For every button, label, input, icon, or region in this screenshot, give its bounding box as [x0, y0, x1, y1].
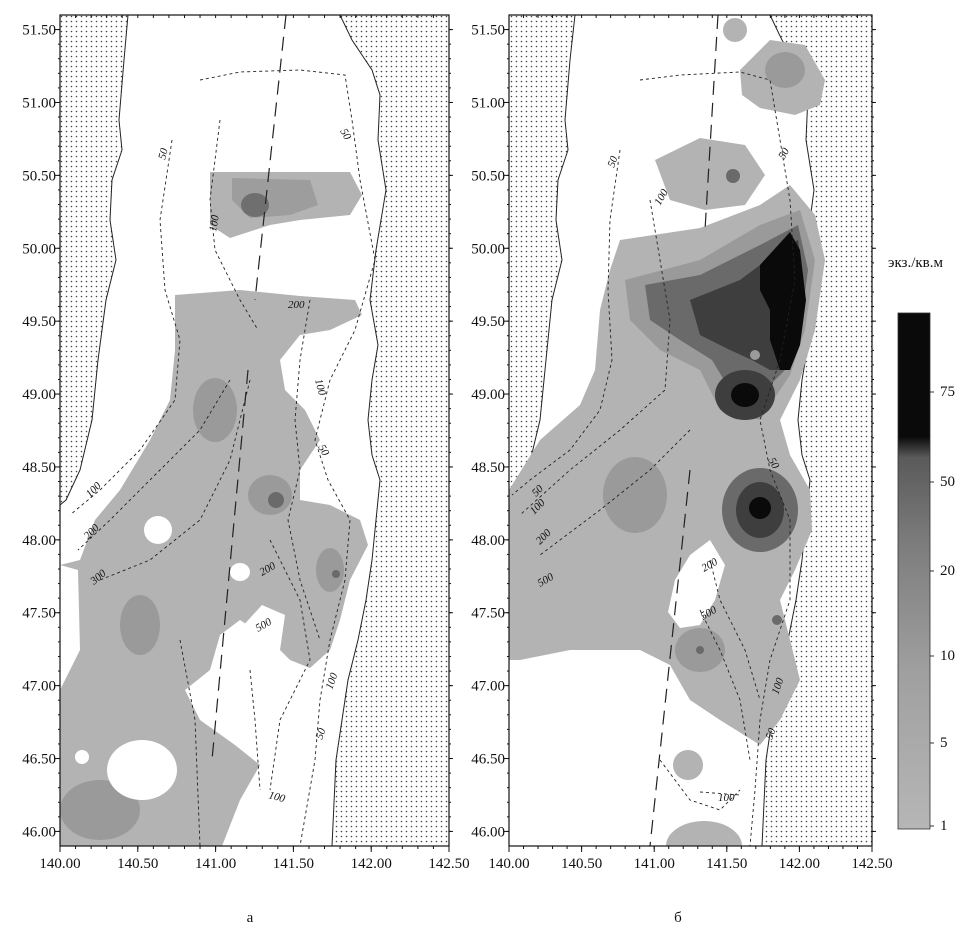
- y-tick-label: 48.00: [22, 533, 56, 549]
- transect-line-a: [211, 15, 287, 761]
- x-tick-label: 142.00: [351, 856, 392, 872]
- panel-a: 50 100 200 50 100 50 100 200 300 200 500…: [22, 14, 470, 872]
- isobath-label: 100: [84, 480, 105, 501]
- mainland-land-a: [60, 15, 129, 506]
- x-tick-label: 142.50: [851, 856, 892, 872]
- y-tick-label: 51.00: [22, 95, 56, 111]
- isobath-label: 50: [315, 443, 331, 459]
- isobath-label: 50: [337, 127, 353, 143]
- y-tick-label: 49.00: [22, 387, 56, 403]
- panel-caption-b: б: [674, 910, 682, 926]
- y-tick-label: 47.00: [22, 679, 56, 695]
- isobath-label: 50: [776, 146, 792, 162]
- x-tick-label: 142.00: [779, 856, 820, 872]
- isobath-label: 100: [718, 792, 735, 804]
- y-tick-label: 47.00: [471, 679, 505, 695]
- isobath-label: 200: [288, 299, 305, 311]
- y-tick-label: 49.50: [471, 314, 505, 330]
- y-tick-label: 51.00: [471, 95, 505, 111]
- axes-a: 140.00 140.50 141.00 141.50 142.00 142.50 51.5…: [22, 15, 470, 872]
- isobath-label: 50: [314, 726, 329, 741]
- y-tick-label: 50.00: [22, 241, 56, 257]
- isobaths-a: [69, 69, 376, 846]
- panel-caption-a: а: [247, 910, 254, 926]
- y-tick-label: 48.00: [471, 533, 505, 549]
- y-tick-label: 50.50: [22, 168, 56, 184]
- isobaths-b: [511, 71, 796, 846]
- legend-tick-label: 75: [940, 384, 955, 400]
- legend-tick-label: 50: [940, 474, 955, 490]
- transect-line-b: [649, 15, 719, 846]
- x-tick-label: 142.50: [428, 856, 469, 872]
- legend-title: экз./кв.м: [888, 255, 943, 271]
- y-tick-label: 51.50: [471, 23, 505, 39]
- isobath-label: 100: [770, 676, 787, 696]
- y-tick-label: 49.00: [471, 387, 505, 403]
- y-tick-label: 50.50: [471, 168, 505, 184]
- y-tick-label: 46.50: [471, 752, 505, 768]
- legend-ticks: 75 50 20 10 5 1: [930, 384, 955, 834]
- y-tick-label: 46.00: [22, 824, 56, 840]
- y-tick-label: 48.50: [471, 460, 505, 476]
- density-regions-b: [509, 18, 825, 846]
- x-tick-label: 141.50: [706, 856, 747, 872]
- panel-b: 50 100 50 50 100 200 500 50 200 500 100 …: [471, 14, 893, 872]
- map-frame-b: [508, 14, 873, 847]
- y-tick-label: 50.00: [471, 241, 505, 257]
- isobath-label: 50: [606, 154, 621, 169]
- x-tick-label: 140.50: [117, 856, 158, 872]
- axes-b: 140.00 140.50 141.00 141.50 142.00 142.50 51.5…: [471, 15, 893, 872]
- x-tick-label: 141.00: [195, 856, 236, 872]
- legend-tick-label: 5: [940, 735, 948, 751]
- y-tick-label: 48.50: [22, 460, 56, 476]
- legend-tick-label: 1: [940, 818, 948, 834]
- sakhalin-land-a: [331, 15, 449, 846]
- y-tick-label: 46.50: [22, 752, 56, 768]
- x-tick-label: 140.00: [488, 856, 529, 872]
- x-tick-label: 141.00: [634, 856, 675, 872]
- map-frame-a: [59, 14, 450, 847]
- isobath-label: 100: [324, 671, 341, 691]
- color-legend: экз./кв.м 75 50 20 10 5 1: [888, 255, 955, 834]
- legend-colorbar: [897, 312, 931, 830]
- y-tick-label: 49.50: [22, 314, 56, 330]
- isobath-label: 50: [156, 147, 171, 161]
- isobath-label: 100: [267, 789, 287, 805]
- x-tick-label: 140.00: [39, 856, 80, 872]
- y-tick-label: 46.00: [471, 824, 505, 840]
- y-tick-label: 51.50: [22, 23, 56, 39]
- y-tick-label: 47.50: [471, 606, 505, 622]
- density-regions-a: [60, 172, 368, 846]
- isobath-label: 100: [207, 214, 222, 233]
- x-tick-label: 140.50: [561, 856, 602, 872]
- x-tick-label: 141.50: [273, 856, 314, 872]
- isobath-label: 100: [312, 378, 328, 398]
- legend-tick-label: 20: [940, 563, 955, 579]
- isobath-label: 50: [764, 726, 779, 741]
- legend-tick-label: 10: [940, 648, 955, 664]
- y-tick-label: 47.50: [22, 606, 56, 622]
